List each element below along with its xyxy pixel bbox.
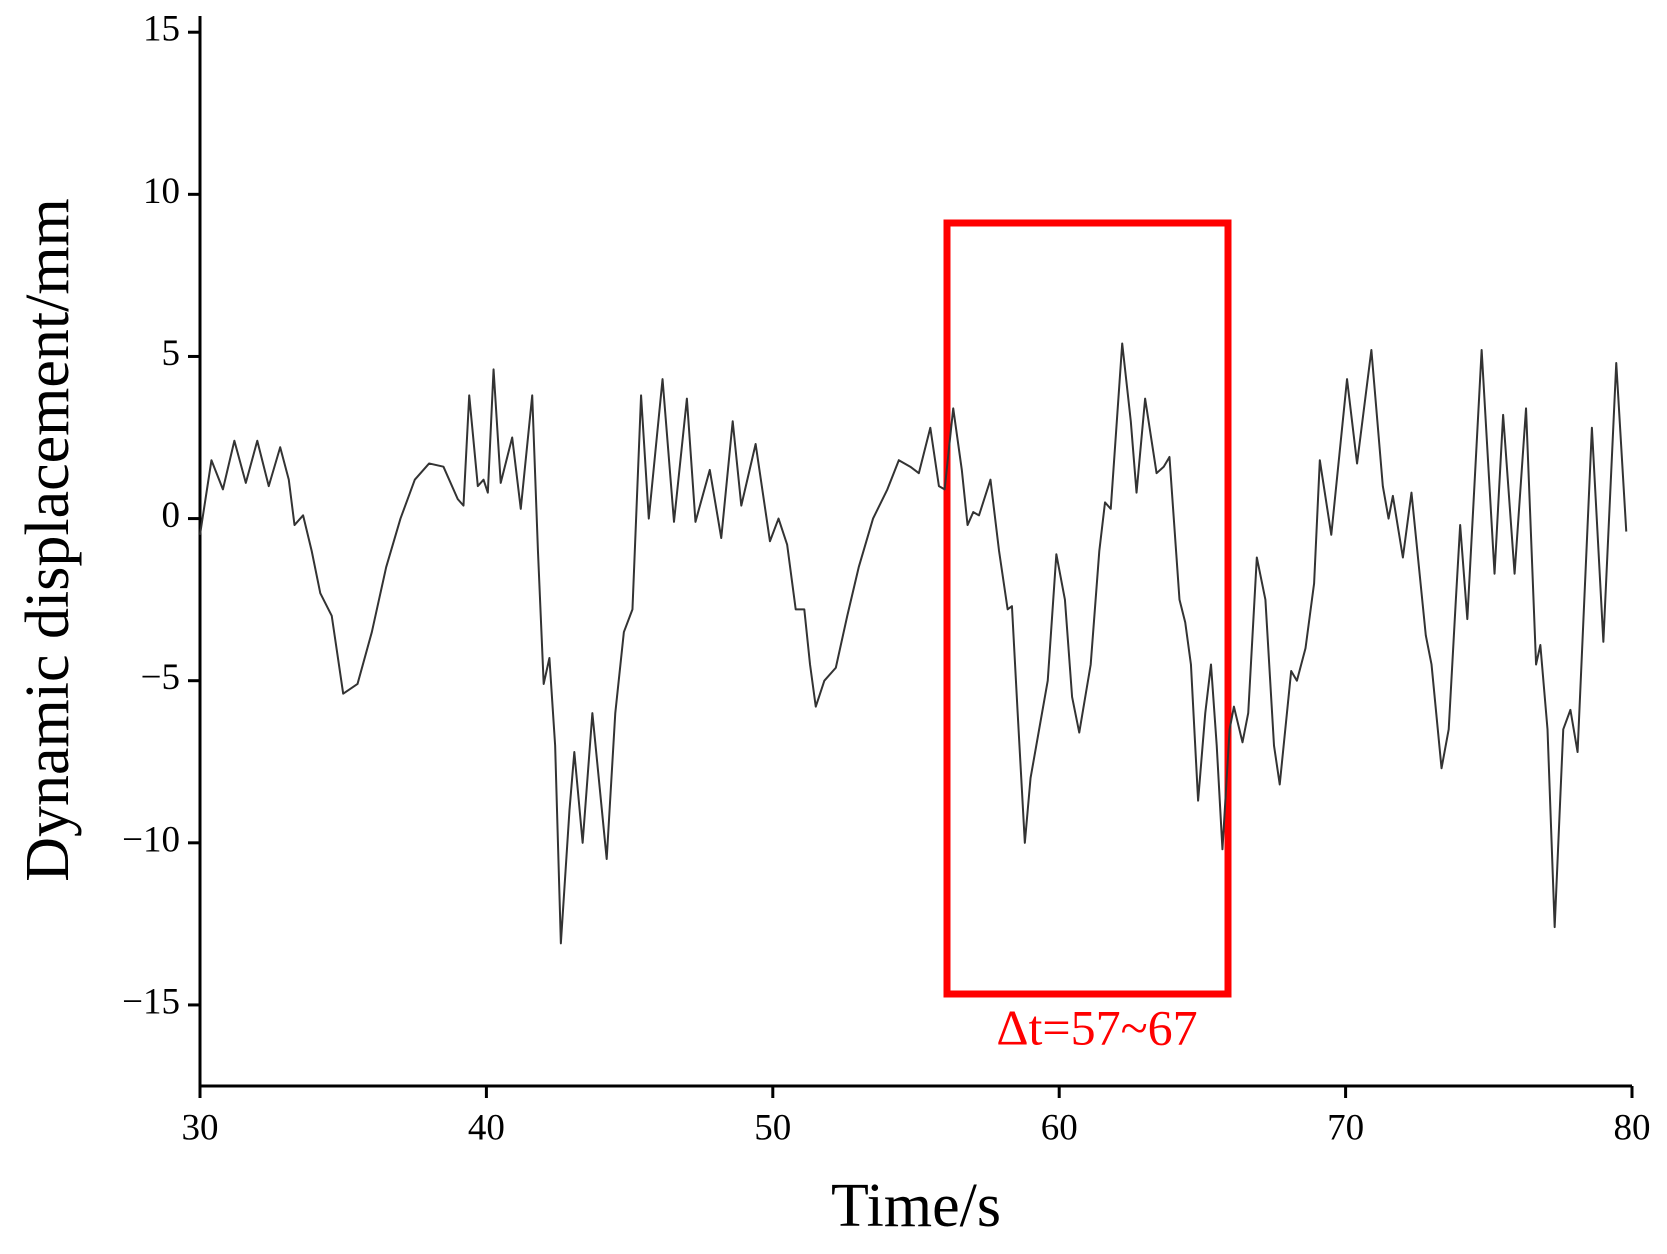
- x-tick-label: 50: [754, 1107, 791, 1148]
- x-axis-title: Time/s: [831, 1172, 1001, 1240]
- data-line: [199, 342, 1628, 945]
- y-tick-label: 0: [162, 495, 181, 536]
- y-tick-label: −15: [122, 981, 180, 1022]
- x-tick-label: 40: [468, 1107, 505, 1148]
- x-tick-label: 80: [1614, 1107, 1651, 1148]
- y-tick-label: 5: [162, 333, 181, 374]
- x-tick-label: 60: [1041, 1107, 1078, 1148]
- y-tick-label: −5: [141, 657, 180, 698]
- y-tick-label: 10: [143, 171, 180, 212]
- x-tick-label: 70: [1327, 1107, 1364, 1148]
- y-tick-label: −10: [122, 819, 180, 860]
- y-tick-label: 15: [143, 9, 180, 50]
- x-tick-label: 30: [182, 1107, 219, 1148]
- annotation: Δt=57~67: [996, 999, 1197, 1055]
- highlight-box: [943, 219, 1232, 998]
- y-axis-title: Dynamic displacement/mm: [14, 198, 82, 882]
